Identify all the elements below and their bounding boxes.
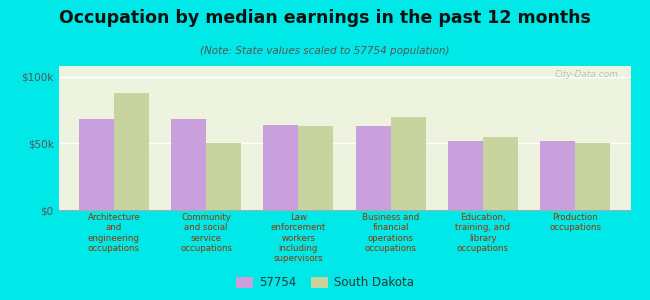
Bar: [448, 141, 483, 210]
Bar: [79, 119, 114, 210]
Text: City-Data.com: City-Data.com: [555, 70, 619, 79]
Bar: [483, 137, 518, 210]
Text: (Note: State values scaled to 57754 population): (Note: State values scaled to 57754 popu…: [200, 46, 450, 56]
Bar: [114, 93, 149, 210]
Legend: 57754, South Dakota: 57754, South Dakota: [231, 272, 419, 294]
Text: Occupation by median earnings in the past 12 months: Occupation by median earnings in the pas…: [59, 9, 591, 27]
Bar: [171, 119, 206, 210]
Bar: [540, 141, 575, 210]
Bar: [298, 126, 333, 210]
Bar: [575, 143, 610, 210]
Bar: [391, 117, 426, 210]
Bar: [263, 125, 298, 210]
Bar: [206, 143, 241, 210]
Bar: [356, 126, 391, 210]
